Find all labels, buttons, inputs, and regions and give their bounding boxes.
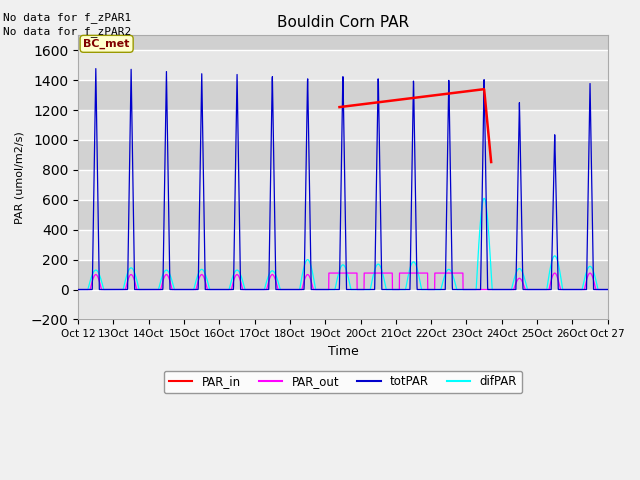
Title: Bouldin Corn PAR: Bouldin Corn PAR bbox=[277, 15, 409, 30]
Bar bbox=[78, 170, 608, 200]
Bar bbox=[78, 50, 608, 80]
Y-axis label: PAR (umol/m2/s): PAR (umol/m2/s) bbox=[15, 131, 25, 224]
Text: No data for f_zPAR2: No data for f_zPAR2 bbox=[3, 26, 131, 37]
Bar bbox=[78, 80, 608, 110]
Legend: PAR_in, PAR_out, totPAR, difPAR: PAR_in, PAR_out, totPAR, difPAR bbox=[164, 371, 522, 393]
Text: BC_met: BC_met bbox=[83, 39, 130, 49]
X-axis label: Time: Time bbox=[328, 345, 358, 358]
Bar bbox=[78, 140, 608, 170]
Bar bbox=[78, 260, 608, 289]
Bar bbox=[78, 110, 608, 140]
Bar bbox=[78, 230, 608, 260]
Bar bbox=[78, 289, 608, 319]
Bar bbox=[78, 200, 608, 230]
Text: No data for f_zPAR1: No data for f_zPAR1 bbox=[3, 12, 131, 23]
